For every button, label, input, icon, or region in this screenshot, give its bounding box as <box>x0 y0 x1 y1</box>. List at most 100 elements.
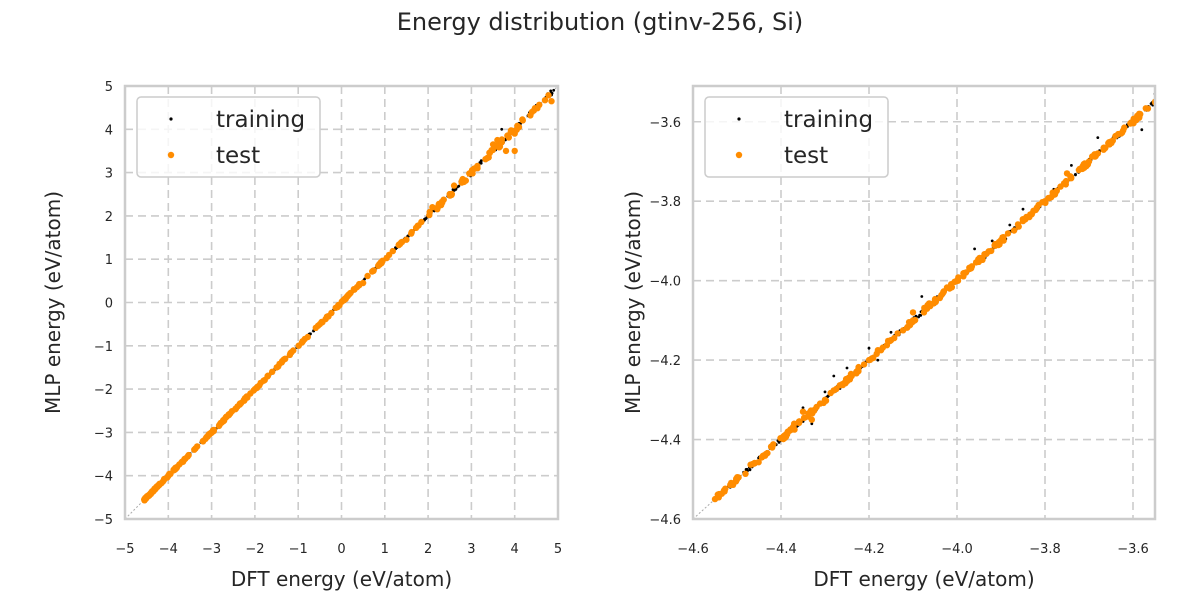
data-point-training <box>1167 89 1170 92</box>
x-tick-label: 3 <box>467 542 475 557</box>
data-point-training <box>832 374 836 378</box>
data-point-test <box>191 446 198 453</box>
y-tick-label: −3.8 <box>649 195 681 210</box>
data-point-test <box>1100 144 1108 151</box>
data-point-test <box>385 251 393 259</box>
data-point-test <box>541 97 549 104</box>
data-point-test <box>257 379 264 387</box>
data-point-test <box>459 175 466 183</box>
data-point-test <box>426 211 433 219</box>
data-point-test <box>437 201 445 209</box>
data-point-test <box>141 496 148 503</box>
y-tick-label: −3.6 <box>649 116 681 131</box>
data-point-test <box>883 342 891 349</box>
data-point-test <box>1159 93 1165 99</box>
data-point-test <box>931 297 939 304</box>
x-tick-label: 1 <box>381 542 389 557</box>
y-tick-label: −5 <box>94 513 113 528</box>
data-point-training <box>1074 173 1077 177</box>
y-tick-label: −2 <box>94 383 113 398</box>
data-point-test <box>720 487 728 494</box>
x-axis-label: DFT energy (eV/atom) <box>813 567 1034 591</box>
data-point-test <box>733 476 741 483</box>
y-axis-label: MLP energy (eV/atom) <box>621 191 645 414</box>
legend-label-test: test <box>216 143 260 169</box>
data-point-test <box>911 317 918 324</box>
y-tick-label: −1 <box>94 340 113 355</box>
data-point-training <box>1163 93 1166 96</box>
data-point-test <box>1041 198 1049 205</box>
data-point-test <box>511 130 518 137</box>
x-tick-label: −1 <box>289 542 308 557</box>
x-tick-label: 2 <box>424 542 432 557</box>
data-point-test <box>485 154 492 161</box>
data-point-test <box>728 479 735 487</box>
data-point-test <box>887 337 895 344</box>
x-tick-label: −4.0 <box>941 542 973 557</box>
data-point-test <box>1134 112 1141 120</box>
data-point-test <box>282 355 289 362</box>
data-point-test <box>448 190 455 198</box>
data-point-test <box>429 204 436 211</box>
data-point-test <box>208 429 215 436</box>
data-point-training <box>810 422 814 426</box>
legend: training test <box>136 96 321 178</box>
data-point-test <box>1076 165 1084 173</box>
data-point-training <box>454 188 457 191</box>
data-point-training <box>1166 88 1169 91</box>
data-point-test <box>985 248 992 255</box>
y-tick-label: 1 <box>105 253 113 268</box>
data-point-test <box>299 338 306 345</box>
data-point-test <box>860 361 868 368</box>
legend-box <box>136 96 321 178</box>
data-point-training <box>748 468 752 472</box>
data-point-training <box>1163 93 1166 96</box>
x-tick-label: 5 <box>554 542 562 557</box>
data-point-test <box>498 139 505 146</box>
data-point-test <box>264 373 271 380</box>
data-point-test <box>273 364 280 371</box>
data-point-training <box>500 127 504 131</box>
data-point-test <box>948 284 955 291</box>
x-tick-label: −4.2 <box>853 542 885 557</box>
y-tick-label: −4 <box>94 470 113 485</box>
data-point-training <box>1159 96 1162 99</box>
data-point-test <box>799 408 807 415</box>
data-point-test <box>502 147 510 155</box>
x-tick-label: 0 <box>337 542 345 557</box>
data-point-training <box>1162 92 1165 95</box>
data-point-test <box>412 224 420 231</box>
data-point-test <box>359 279 367 287</box>
legend-marker-test <box>167 151 175 159</box>
data-point-training <box>552 88 556 92</box>
data-point-test <box>519 116 526 123</box>
data-point-test <box>225 411 233 419</box>
data-point-training <box>1159 93 1162 96</box>
data-point-test <box>1158 94 1164 100</box>
data-point-test <box>251 385 259 393</box>
x-tick-label: −2 <box>245 542 264 557</box>
data-point-training <box>823 390 827 394</box>
x-tick-label: −4.6 <box>677 542 709 557</box>
data-point-test <box>199 437 207 445</box>
data-point-test <box>894 330 901 337</box>
data-point-test <box>997 237 1005 245</box>
data-point-test <box>182 455 189 462</box>
data-point-test <box>1165 87 1171 93</box>
data-point-test <box>791 420 798 427</box>
data-point-test <box>286 351 294 359</box>
data-point-test <box>243 394 250 401</box>
data-point-test <box>336 302 343 309</box>
y-tick-label: 0 <box>105 297 113 312</box>
data-point-training <box>1161 92 1164 95</box>
data-point-test <box>780 433 787 440</box>
data-point-test <box>833 385 840 393</box>
data-point-test <box>1156 97 1162 103</box>
y-tick-label: −4.6 <box>649 513 681 528</box>
data-point-test <box>165 472 172 479</box>
data-point-test <box>1129 118 1137 126</box>
data-point-test <box>173 463 181 471</box>
data-point-test <box>247 390 254 397</box>
y-tick-label: −4.0 <box>649 275 681 290</box>
